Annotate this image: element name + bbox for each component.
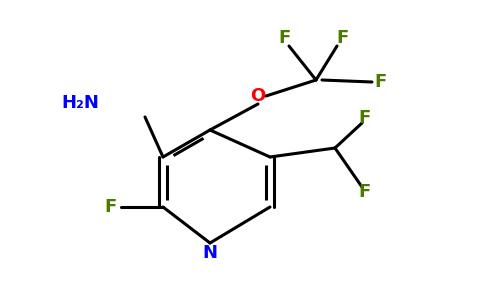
Text: N: N	[202, 244, 217, 262]
Text: F: F	[278, 29, 290, 47]
Text: F: F	[374, 73, 386, 91]
Text: F: F	[336, 29, 348, 47]
Text: F: F	[359, 109, 371, 127]
Text: H₂N: H₂N	[61, 94, 99, 112]
Text: O: O	[250, 87, 266, 105]
Text: F: F	[105, 198, 117, 216]
Text: F: F	[359, 183, 371, 201]
